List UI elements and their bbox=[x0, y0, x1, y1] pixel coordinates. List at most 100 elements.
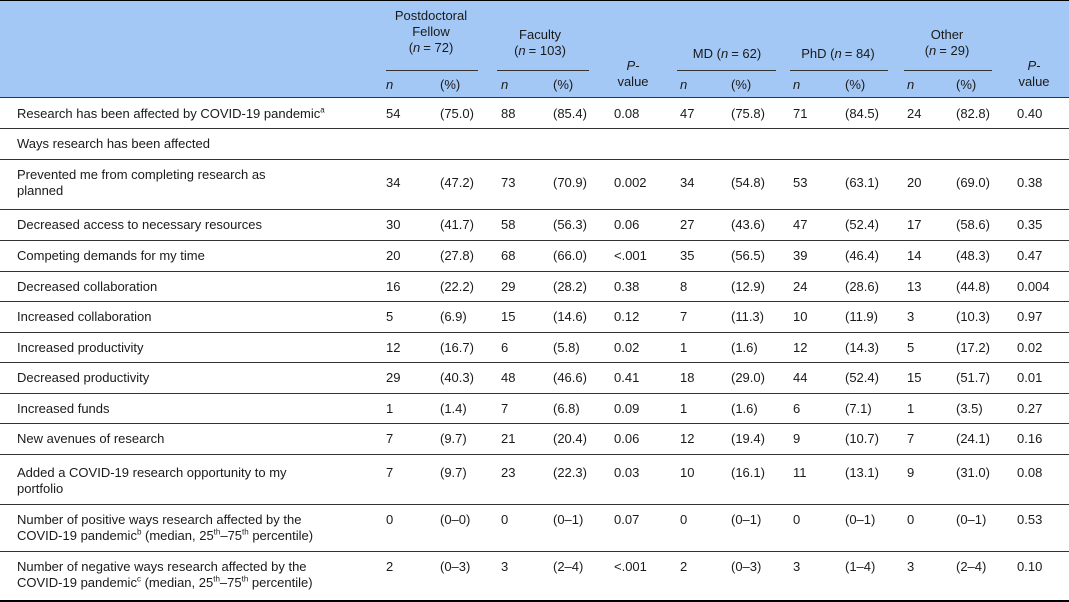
table-cell: (16.7) bbox=[440, 340, 474, 355]
row-rule bbox=[0, 454, 1069, 455]
subheader-pct: (%) bbox=[553, 77, 574, 92]
table-cell: 0.002 bbox=[614, 175, 647, 190]
table-cell: 24 bbox=[907, 106, 922, 121]
row-label: New avenues of research bbox=[17, 431, 165, 446]
table-cell: (22.3) bbox=[553, 465, 587, 480]
table-cell: 7 bbox=[386, 431, 394, 446]
group-name: Other bbox=[930, 27, 964, 42]
table-cell: (28.2) bbox=[553, 279, 587, 294]
table-cell: 0.06 bbox=[614, 217, 640, 232]
subheader-pct: (%) bbox=[731, 77, 752, 92]
table-cell: 27 bbox=[680, 217, 695, 232]
row-label: Prevented me from completing research as… bbox=[17, 167, 266, 198]
table-cell: (56.5) bbox=[731, 248, 765, 263]
header-rule bbox=[0, 97, 1069, 98]
table-cell: (0–0) bbox=[440, 512, 471, 527]
table-cell: (56.3) bbox=[553, 217, 587, 232]
table-cell: 30 bbox=[386, 217, 401, 232]
table-cell: 0.10 bbox=[1017, 559, 1043, 574]
table-cell: (41.7) bbox=[440, 217, 474, 232]
table-cell: 3 bbox=[501, 559, 509, 574]
table-cell: (54.8) bbox=[731, 175, 765, 190]
table-cell: 0.97 bbox=[1017, 309, 1043, 324]
table-cell: (20.4) bbox=[553, 431, 587, 446]
row-label: Added a COVID-19 research opportunity to… bbox=[17, 465, 287, 496]
table-cell: 0.02 bbox=[614, 340, 640, 355]
table-cell: 20 bbox=[907, 175, 922, 190]
table-cell: (0–1) bbox=[553, 512, 584, 527]
table-cell: (13.1) bbox=[845, 465, 879, 480]
table-cell: (63.1) bbox=[845, 175, 879, 190]
table-cell: 18 bbox=[680, 370, 695, 385]
table-cell: (6.8) bbox=[553, 401, 580, 416]
row-label: Decreased productivity bbox=[17, 370, 150, 385]
group-underline bbox=[497, 70, 589, 71]
table-cell: 7 bbox=[907, 431, 915, 446]
table-cell: 34 bbox=[386, 175, 401, 190]
table-cell: (11.9) bbox=[845, 309, 878, 324]
table-cell: 0 bbox=[680, 512, 688, 527]
table-cell: (0–1) bbox=[845, 512, 876, 527]
table-cell: (5.8) bbox=[553, 340, 580, 355]
table-cell: 39 bbox=[793, 248, 808, 263]
row-label: Decreased collaboration bbox=[17, 279, 158, 294]
table-cell: (85.4) bbox=[553, 106, 587, 121]
table-cell: 13 bbox=[907, 279, 922, 294]
table-cell: (10.3) bbox=[956, 309, 990, 324]
table-cell: 0.53 bbox=[1017, 512, 1043, 527]
table-cell: 9 bbox=[907, 465, 915, 480]
table-cell: 0.06 bbox=[614, 431, 640, 446]
group-header-phd: PhD (n = 84) bbox=[801, 46, 875, 61]
table-cell: (52.4) bbox=[845, 370, 879, 385]
table-cell: (9.7) bbox=[440, 431, 467, 446]
table-cell: 1 bbox=[680, 401, 688, 416]
table-cell: (10.7) bbox=[845, 431, 879, 446]
table-cell: (43.6) bbox=[731, 217, 765, 232]
table-cell: (58.6) bbox=[956, 217, 990, 232]
subheader-n: n bbox=[680, 77, 688, 92]
row-rule bbox=[0, 362, 1069, 363]
subheader-n: n bbox=[386, 77, 394, 92]
table-cell: 11 bbox=[793, 465, 807, 480]
table-cell: 9 bbox=[793, 431, 801, 446]
row-label: Increased productivity bbox=[17, 340, 144, 355]
row-label: Number of positive ways research affecte… bbox=[17, 512, 314, 543]
table-cell: 12 bbox=[680, 431, 695, 446]
p-value-header-1: P- value bbox=[617, 58, 649, 89]
table-cell: 0.16 bbox=[1017, 431, 1043, 446]
table-cell: (14.6) bbox=[553, 309, 587, 324]
table-cell: (9.7) bbox=[440, 465, 467, 480]
table-cell: 3 bbox=[793, 559, 801, 574]
table-cell: (1.6) bbox=[731, 340, 758, 355]
table-cell: (1–4) bbox=[845, 559, 876, 574]
table-cell: 0.12 bbox=[614, 309, 640, 324]
table-cell: 15 bbox=[907, 370, 922, 385]
group-underline bbox=[677, 70, 776, 71]
table-bottom-rule bbox=[0, 600, 1069, 602]
table-top-rule bbox=[0, 0, 1069, 1]
group-header-postdoc: Postdoctoral Fellow (n = 72) bbox=[383, 8, 479, 56]
table-cell: (0–1) bbox=[956, 512, 987, 527]
table-cell: (0–1) bbox=[731, 512, 762, 527]
table-cell: 0 bbox=[907, 512, 915, 527]
table-cell: (47.2) bbox=[440, 175, 474, 190]
table-cell: 23 bbox=[501, 465, 516, 480]
table-cell: 0.07 bbox=[614, 512, 640, 527]
table-cell: (27.8) bbox=[440, 248, 474, 263]
table-cell: (75.0) bbox=[440, 106, 474, 121]
p-value-header-2: P- value bbox=[1018, 58, 1050, 89]
table-cell: 68 bbox=[501, 248, 516, 263]
table-cell: 1 bbox=[907, 401, 915, 416]
row-rule bbox=[0, 332, 1069, 333]
table-cell: (24.1) bbox=[956, 431, 990, 446]
row-label: Research has been affected by COVID-19 p… bbox=[17, 105, 325, 121]
table-cell: (31.0) bbox=[956, 465, 990, 480]
table-cell: 6 bbox=[793, 401, 801, 416]
subheader-pct: (%) bbox=[845, 77, 866, 92]
group-underline bbox=[904, 70, 992, 71]
table-cell: (7.1) bbox=[845, 401, 872, 416]
table-cell: 0.38 bbox=[1017, 175, 1043, 190]
table-cell: (12.9) bbox=[731, 279, 765, 294]
group-underline bbox=[386, 70, 478, 71]
